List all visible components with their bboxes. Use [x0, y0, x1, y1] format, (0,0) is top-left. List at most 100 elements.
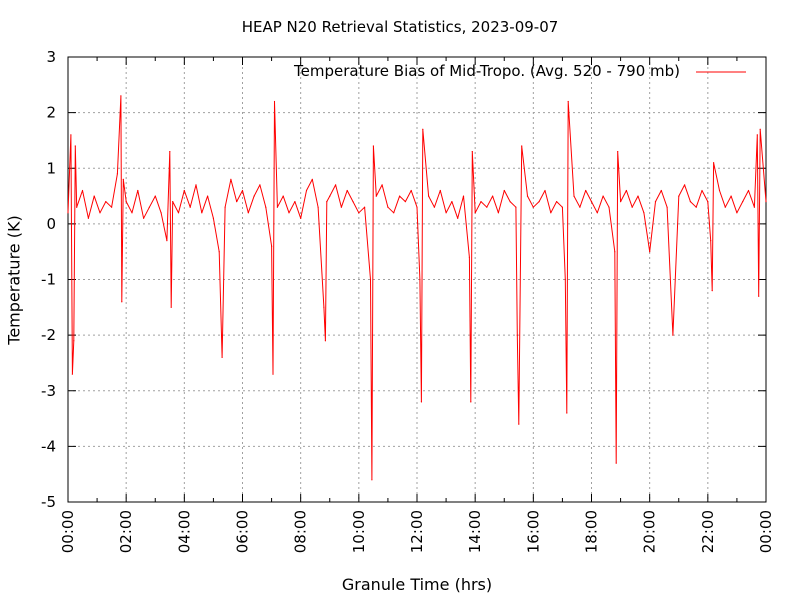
data-point	[170, 306, 172, 308]
data-point	[579, 206, 581, 208]
data-point	[608, 206, 610, 208]
data-point	[503, 189, 505, 192]
data-point	[742, 201, 744, 203]
data-point	[324, 340, 326, 342]
y-tick-label: -1	[41, 271, 56, 289]
data-point	[654, 201, 657, 203]
data-point	[753, 206, 756, 208]
data-point	[631, 206, 633, 208]
x-tick-label: 04:00	[175, 510, 193, 553]
data-point	[518, 423, 520, 425]
data-point	[666, 206, 668, 208]
data-point	[471, 151, 473, 153]
data-point	[137, 189, 139, 192]
data-point	[689, 201, 692, 203]
data-point	[340, 206, 342, 208]
data-point	[718, 189, 721, 192]
data-point	[428, 195, 430, 197]
x-tick-label: 00:00	[757, 510, 775, 553]
data-point	[474, 212, 476, 214]
data-point	[660, 189, 662, 192]
data-point	[105, 201, 107, 203]
y-axis-label: Temperature (K)	[4, 215, 24, 345]
data-point	[207, 195, 209, 197]
x-tick-label: 10:00	[350, 510, 368, 553]
data-point	[643, 212, 645, 214]
data-point	[573, 195, 575, 197]
data-point	[564, 278, 566, 281]
data-point	[70, 134, 72, 136]
data-point	[99, 212, 101, 214]
series-line	[67, 95, 767, 481]
data-point	[567, 100, 569, 103]
y-tick-label: 2	[46, 104, 56, 122]
chart-title: HEAP N20 Retrieval Statistics, 2023-09-0…	[241, 18, 559, 36]
data-point	[74, 145, 76, 147]
data-point	[247, 212, 249, 214]
data-point	[236, 201, 238, 203]
series-group	[67, 95, 767, 481]
data-point	[241, 189, 244, 192]
x-tick-label: 14:00	[466, 510, 484, 553]
data-point	[201, 212, 203, 214]
data-point	[419, 278, 421, 281]
data-point	[71, 373, 73, 375]
x-tick-label: 08:00	[292, 510, 310, 553]
data-point	[615, 462, 617, 464]
y-tick-label: 3	[46, 48, 56, 66]
data-point	[566, 412, 568, 414]
data-point	[480, 201, 482, 203]
y-tick-label: -2	[41, 326, 56, 344]
data-point	[550, 212, 552, 214]
data-point	[323, 306, 325, 308]
x-tick-label: 22:00	[699, 510, 717, 553]
data-point	[672, 334, 674, 336]
data-point	[710, 240, 712, 242]
data-point	[765, 201, 767, 203]
data-point	[358, 212, 360, 214]
data-point	[300, 217, 302, 219]
data-point	[596, 212, 598, 214]
data-point	[711, 290, 713, 292]
data-point	[713, 162, 715, 164]
data-point	[372, 145, 374, 147]
data-point	[212, 217, 214, 219]
legend-label: Temperature Bias of Mid-Tropo. (Avg. 520…	[294, 62, 680, 80]
data-point	[585, 189, 587, 192]
data-point	[189, 206, 191, 208]
data-point	[439, 189, 441, 192]
data-point	[695, 206, 697, 208]
data-point	[747, 189, 750, 192]
grid	[68, 57, 766, 502]
data-point	[393, 212, 395, 214]
data-point	[116, 173, 118, 175]
data-point	[148, 206, 150, 208]
data-point	[288, 212, 290, 214]
data-point	[492, 195, 494, 197]
data-point	[364, 206, 366, 208]
data-point	[375, 195, 377, 197]
data-point	[121, 301, 123, 303]
data-point	[468, 256, 470, 258]
data-point	[614, 251, 616, 253]
data-point	[326, 201, 328, 203]
data-point	[294, 201, 296, 203]
data-point	[381, 184, 383, 186]
data-point	[602, 195, 604, 197]
data-point	[399, 195, 401, 197]
data-point	[125, 201, 127, 203]
y-tick-label: -3	[41, 382, 56, 400]
data-point	[369, 278, 372, 281]
data-point	[470, 401, 472, 403]
data-point	[87, 217, 89, 219]
data-point	[445, 212, 447, 214]
data-point	[416, 206, 418, 208]
x-tick-label: 00:00	[59, 510, 77, 553]
x-tick-label: 06:00	[234, 510, 252, 553]
data-point	[556, 201, 558, 203]
data-point	[678, 195, 680, 197]
data-point	[154, 195, 156, 197]
data-point	[462, 195, 465, 197]
data-point	[221, 356, 223, 358]
data-point	[276, 206, 278, 208]
